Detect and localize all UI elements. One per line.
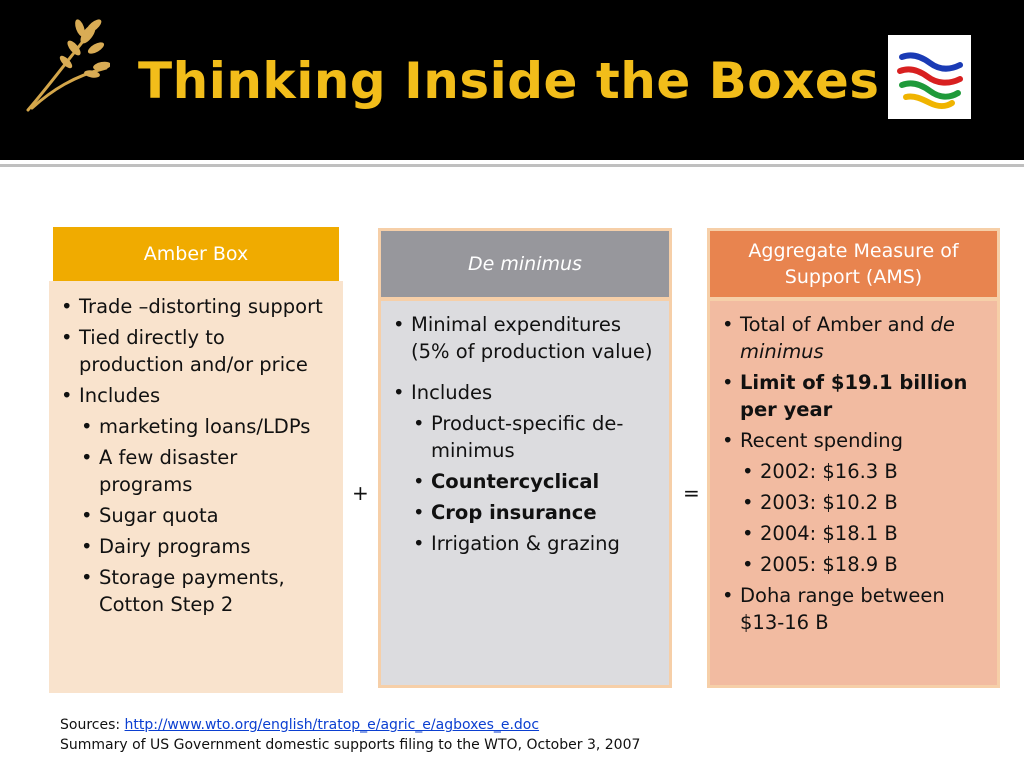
- bullet-text: Minimal expenditures (5% of production v…: [411, 313, 653, 363]
- amber-box-list: Trade –distorting support Tied directly t…: [59, 293, 333, 618]
- de-minimus-box: De minimus Minimal expenditures (5% of p…: [378, 228, 672, 688]
- sub-bullet-item: 2005: $18.9 B: [720, 551, 987, 578]
- bullet-item: Recent spending: [720, 427, 987, 454]
- bullet-text: Includes: [79, 384, 161, 407]
- wheat-logo-icon: [26, 19, 110, 112]
- title-bar: [0, 0, 1024, 160]
- sources-footer: Sources: http://www.wto.org/english/trat…: [60, 715, 640, 755]
- ams-box-title: Aggregate Measure of Support (AMS): [748, 240, 959, 288]
- sources-line: Sources: http://www.wto.org/english/trat…: [60, 715, 640, 735]
- sub-bullet-item: Dairy programs: [59, 533, 333, 560]
- bullet-text: Limit of $19.1 billion per year: [740, 371, 968, 421]
- sub-bullet-item: Storage payments, Cotton Step 2: [59, 564, 333, 618]
- sub-bullet-item: Sugar quota: [59, 502, 333, 529]
- bullet-text: Dairy programs: [99, 535, 251, 558]
- bullet-text: Sugar quota: [99, 504, 219, 527]
- bullet-text: A few disaster programs: [99, 446, 238, 496]
- amber-box-body: Trade –distorting support Tied directly t…: [49, 281, 343, 693]
- bullet-item: Total of Amber and de minimus: [720, 311, 987, 365]
- sub-bullet-item: A few disaster programs: [59, 444, 333, 498]
- page-title: Thinking Inside the Boxes: [138, 52, 880, 110]
- de-minimus-box-title: De minimus: [468, 253, 582, 275]
- sources-label: Sources:: [60, 717, 125, 733]
- bullet-italic-text: de minimus: [740, 313, 955, 363]
- sources-note: Summary of US Government domestic suppor…: [60, 737, 641, 753]
- bullet-text: Storage payments, Cotton Step 2: [99, 566, 285, 616]
- bullet-item: Doha range between $13-16 B: [720, 582, 987, 636]
- title-rule-shadow: [0, 164, 1024, 167]
- sub-bullet-item: Countercyclical: [391, 468, 659, 495]
- bullet-text: Countercyclical: [431, 470, 600, 493]
- de-minimus-box-list: Minimal expenditures (5% of production v…: [391, 311, 659, 557]
- bullet-text: 2004: $18.1 B: [760, 522, 898, 545]
- bullet-item: Minimal expenditures (5% of production v…: [391, 311, 659, 365]
- list-spacer: [391, 369, 659, 379]
- wto-logo-icon: [888, 35, 971, 119]
- bullet-text: Irrigation & grazing: [431, 532, 620, 555]
- bullet-text: Crop insurance: [431, 501, 597, 524]
- bullet-item: Tied directly to production and/or price: [59, 324, 333, 378]
- bullet-text: Recent spending: [740, 429, 904, 452]
- sub-bullet-item: Product-specific de-minimus: [391, 410, 659, 464]
- bullet-text: Product-specific de-minimus: [431, 412, 624, 462]
- sub-bullet-item: 2002: $16.3 B: [720, 458, 987, 485]
- bullet-text: 2002: $16.3 B: [760, 460, 898, 483]
- bullet-text: Doha range between $13-16 B: [740, 584, 945, 634]
- bullet-item: Trade –distorting support: [59, 293, 333, 320]
- ams-box-header: Aggregate Measure of Support (AMS): [710, 231, 997, 297]
- sub-bullet-item: Irrigation & grazing: [391, 530, 659, 557]
- ams-box: Aggregate Measure of Support (AMS) Total…: [707, 228, 1000, 688]
- de-minimus-box-header: De minimus: [381, 231, 669, 297]
- sub-bullet-item: 2003: $10.2 B: [720, 489, 987, 516]
- bullet-text: Trade –distorting support: [79, 295, 323, 318]
- bullet-text: Tied directly to production and/or price: [79, 326, 308, 376]
- ams-box-body: Total of Amber and de minimus Limit of $1…: [710, 301, 997, 685]
- amber-box: Trade –distorting support Tied directly t…: [49, 223, 343, 693]
- equals-operator: =: [683, 481, 700, 505]
- bullet-text: marketing loans/LDPs: [99, 415, 311, 438]
- sub-bullet-item: Crop insurance: [391, 499, 659, 526]
- bullet-item: Limit of $19.1 billion per year: [720, 369, 987, 423]
- bullet-text: 2003: $10.2 B: [760, 491, 898, 514]
- plus-operator: +: [352, 481, 369, 505]
- sources-link[interactable]: http://www.wto.org/english/tratop_e/agri…: [124, 717, 540, 733]
- bullet-text: Includes: [411, 381, 493, 404]
- bullet-text: 2005: $18.9 B: [760, 553, 898, 576]
- de-minimus-box-body: Minimal expenditures (5% of production v…: [381, 301, 669, 685]
- bullet-item: Includes: [391, 379, 659, 406]
- amber-box-title: Amber Box: [143, 243, 249, 265]
- sub-bullet-item: 2004: $18.1 B: [720, 520, 987, 547]
- title-rule: [0, 160, 1024, 164]
- sub-bullet-item: marketing loans/LDPs: [59, 413, 333, 440]
- ams-box-list: Total of Amber and de minimus Limit of $1…: [720, 311, 987, 636]
- bullet-text: Total of Amber and: [740, 313, 931, 336]
- amber-box-header: Amber Box: [53, 227, 339, 281]
- bullet-item: Includes: [59, 382, 333, 409]
